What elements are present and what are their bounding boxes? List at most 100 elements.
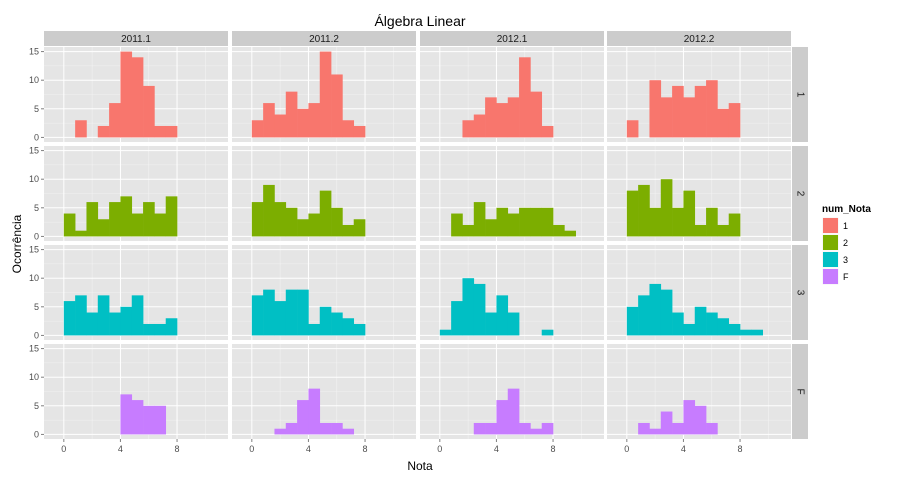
histogram-bar	[717, 224, 730, 237]
histogram-bar	[485, 219, 497, 237]
histogram-bar	[485, 97, 497, 138]
histogram-bar	[274, 202, 287, 237]
histogram-bar	[263, 289, 275, 336]
histogram-bar	[308, 213, 321, 237]
histogram-bar	[564, 230, 576, 237]
y-tick-label: 5	[34, 401, 39, 411]
histogram-bar	[109, 202, 121, 237]
histogram-bar	[319, 422, 332, 435]
legend-label: 2	[843, 238, 848, 248]
facet-strip-row	[792, 344, 808, 439]
facet-panel	[420, 344, 604, 439]
histogram-bar	[660, 289, 673, 336]
histogram-bar	[274, 428, 287, 435]
histogram-bar	[717, 318, 730, 336]
histogram-bar	[331, 207, 343, 237]
histogram-bar	[120, 51, 133, 138]
legend-swatch	[823, 218, 838, 233]
x-tick-label: 4	[306, 444, 311, 454]
y-tick-label: 10	[29, 273, 39, 283]
histogram-bar	[473, 202, 486, 237]
facet-panel	[232, 245, 416, 340]
histogram-bar	[683, 97, 696, 138]
histogram-bar	[75, 295, 87, 336]
histogram-bar	[473, 422, 486, 435]
histogram-bar	[530, 428, 543, 435]
histogram-bar	[638, 184, 650, 237]
histogram-bar	[672, 207, 684, 237]
histogram-bar	[86, 202, 99, 237]
histogram-bar	[353, 323, 366, 336]
facet-panel	[607, 245, 791, 340]
histogram-bar	[274, 114, 287, 138]
histogram-bar	[496, 103, 509, 138]
histogram-bar	[285, 207, 298, 237]
y-tick-label: 10	[29, 75, 39, 85]
histogram-bar	[496, 207, 509, 237]
histogram-bar	[626, 306, 639, 336]
histogram-bar	[319, 306, 332, 336]
histogram-bar	[331, 422, 343, 435]
histogram-bar	[683, 190, 696, 237]
histogram-bar	[75, 120, 87, 138]
y-tick-label: 5	[34, 302, 39, 312]
histogram-bar	[308, 388, 321, 435]
x-tick-label: 8	[738, 444, 743, 454]
histogram-bar	[297, 219, 309, 237]
y-tick-label: 0	[34, 132, 39, 142]
histogram-bar	[530, 91, 543, 138]
histogram-bar	[319, 190, 332, 237]
histogram-bar	[97, 219, 110, 237]
histogram-bar	[717, 108, 730, 138]
histogram-bar	[165, 318, 178, 336]
y-tick-label: 10	[29, 174, 39, 184]
y-tick-label: 0	[34, 330, 39, 340]
histogram-bar	[485, 422, 497, 435]
histogram-bar	[507, 388, 520, 435]
histogram-bar	[626, 120, 639, 138]
histogram-bar	[473, 114, 486, 138]
histogram-bar	[507, 97, 520, 138]
y-tick-label: 15	[29, 146, 39, 156]
facet-strip-row	[792, 146, 808, 241]
histogram-bar	[251, 295, 264, 336]
histogram-bar	[751, 329, 763, 336]
histogram-bar	[331, 312, 343, 336]
histogram-bar	[63, 213, 76, 237]
histogram-bar	[462, 278, 475, 336]
histogram-bar	[285, 289, 298, 336]
histogram-bar	[285, 91, 298, 138]
histogram-bar	[706, 207, 718, 237]
x-tick-label: 8	[551, 444, 556, 454]
facet-strip-row	[792, 47, 808, 142]
histogram-bar	[626, 190, 639, 237]
x-axis-title: Nota	[407, 459, 433, 473]
histogram-bar	[274, 301, 287, 336]
histogram-bar	[131, 400, 144, 435]
facet-strip-column	[420, 31, 604, 46]
y-axis-title: Ocorrência	[10, 214, 24, 273]
x-tick-label: 4	[118, 444, 123, 454]
histogram-bar	[541, 329, 554, 336]
histogram-bar	[342, 428, 355, 435]
facet-strip-row-label: 2	[795, 191, 806, 197]
legend: num_Nota 1 2 3 F	[821, 204, 871, 286]
facet-panel	[44, 245, 228, 340]
legend-label: F	[843, 272, 849, 282]
facet-strip-column	[607, 31, 791, 46]
histogram-bar	[660, 179, 673, 237]
y-tick-label: 5	[34, 203, 39, 213]
histogram-bar	[462, 224, 475, 237]
facet-strip-row	[792, 245, 808, 340]
histogram-bar	[120, 306, 133, 336]
chart-title: Álgebra Linear	[374, 13, 465, 29]
facet-panel	[44, 146, 228, 241]
y-tick-label: 15	[29, 245, 39, 255]
histogram-bar	[165, 125, 178, 138]
x-tick-label: 0	[61, 444, 66, 454]
x-tick-label: 4	[681, 444, 686, 454]
histogram-bar	[507, 312, 520, 336]
histogram-bar	[263, 184, 275, 237]
histogram-bar	[120, 196, 133, 237]
